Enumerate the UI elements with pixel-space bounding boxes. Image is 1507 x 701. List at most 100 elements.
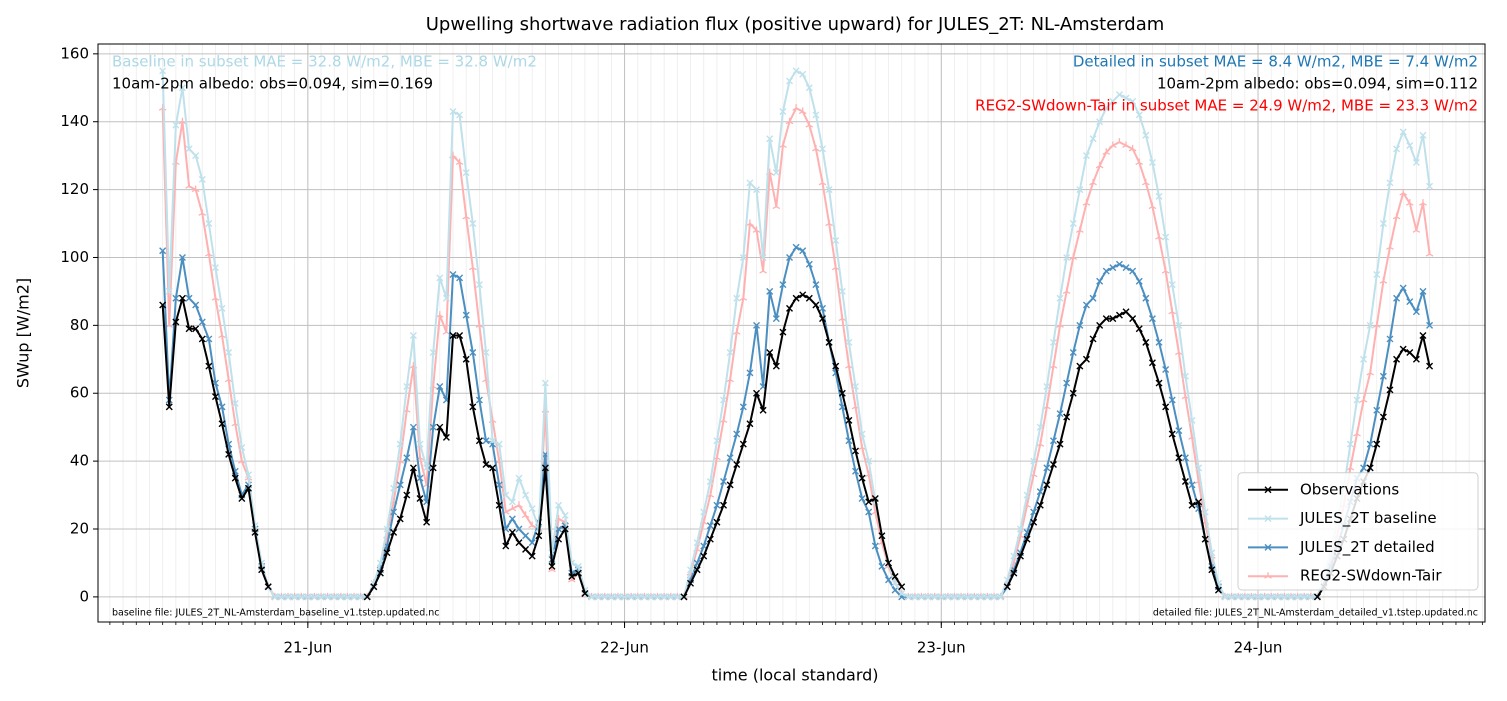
marker: [350, 593, 358, 601]
marker: [1412, 355, 1420, 363]
marker: [1280, 593, 1288, 601]
marker: [508, 528, 516, 536]
marker: [733, 294, 741, 302]
series-line: [683, 293, 903, 598]
marker: [673, 593, 681, 601]
marker: [1254, 593, 1262, 601]
y-tick-label: 120: [60, 180, 89, 198]
marker: [429, 349, 437, 357]
marker: [818, 178, 827, 186]
marker: [733, 430, 741, 438]
marker: [832, 362, 840, 370]
annotation: Baseline in subset MAE = 32.8 W/m2, MBE …: [112, 53, 537, 71]
marker: [706, 477, 714, 485]
marker: [1392, 212, 1401, 220]
marker: [258, 566, 266, 574]
marker: [442, 294, 450, 302]
marker: [1122, 308, 1130, 316]
marker: [772, 315, 780, 323]
marker: [1095, 161, 1104, 169]
marker: [1148, 202, 1157, 210]
marker: [1089, 178, 1097, 186]
marker: [1412, 158, 1420, 166]
marker: [383, 549, 391, 557]
marker: [753, 389, 761, 397]
marker: [456, 332, 464, 340]
legend-label: REG2-SWdown-Tair: [1300, 567, 1442, 585]
marker: [1366, 321, 1374, 329]
legend-marker: [1264, 543, 1272, 551]
marker: [799, 70, 807, 78]
marker: [759, 253, 767, 261]
marker: [522, 491, 530, 499]
marker: [1115, 91, 1123, 99]
series-line: [366, 334, 586, 598]
marker: [1115, 260, 1123, 268]
marker: [766, 287, 774, 295]
marker: [568, 573, 576, 581]
marker: [211, 294, 220, 301]
marker: [726, 454, 734, 462]
marker: [805, 84, 813, 92]
marker: [1168, 430, 1176, 438]
marker: [1162, 365, 1170, 373]
marker: [515, 539, 523, 547]
plot-frame: [97, 43, 1486, 623]
marker: [1379, 220, 1387, 228]
marker: [732, 328, 741, 335]
legend-marker: [1264, 515, 1272, 523]
marker: [746, 420, 754, 428]
marker: [997, 593, 1005, 601]
marker: [198, 175, 206, 183]
marker: [898, 583, 906, 591]
marker: [231, 399, 239, 407]
marker: [1405, 199, 1414, 206]
marker: [1188, 481, 1196, 489]
marker: [205, 250, 213, 257]
marker: [1076, 362, 1084, 370]
marker: [416, 474, 424, 482]
marker: [687, 566, 695, 574]
legend-marker: [1264, 572, 1272, 579]
marker: [1399, 128, 1407, 136]
marker: [244, 471, 252, 479]
marker: [469, 403, 477, 411]
marker: [159, 301, 167, 309]
marker: [871, 494, 879, 502]
marker: [1102, 148, 1111, 155]
marker: [1142, 338, 1150, 346]
marker: [1003, 583, 1011, 591]
marker: [1030, 457, 1038, 465]
marker: [1135, 158, 1144, 166]
marker: [1056, 321, 1064, 328]
marker: [891, 573, 899, 581]
y-tick-label: 80: [70, 316, 89, 334]
marker: [376, 569, 384, 577]
marker: [390, 508, 398, 516]
marker: [192, 152, 200, 160]
marker: [396, 481, 404, 489]
marker: [403, 454, 411, 462]
marker: [1366, 464, 1374, 472]
marker: [772, 362, 780, 370]
marker: [548, 562, 556, 570]
legend-label: JULES_2T baseline: [1299, 509, 1437, 528]
marker: [1379, 413, 1387, 421]
marker: [1082, 301, 1090, 309]
marker: [614, 593, 622, 601]
marker: [310, 593, 318, 601]
marker: [700, 552, 708, 560]
marker: [191, 185, 200, 193]
marker: [1366, 368, 1375, 376]
marker: [713, 518, 721, 526]
marker: [1267, 593, 1275, 601]
marker: [1228, 593, 1236, 601]
marker: [1076, 226, 1084, 233]
marker: [1023, 535, 1031, 543]
marker: [468, 263, 477, 271]
marker: [621, 593, 629, 601]
marker: [1175, 427, 1183, 435]
marker: [238, 444, 246, 452]
marker: [766, 349, 774, 357]
marker: [1379, 277, 1388, 284]
